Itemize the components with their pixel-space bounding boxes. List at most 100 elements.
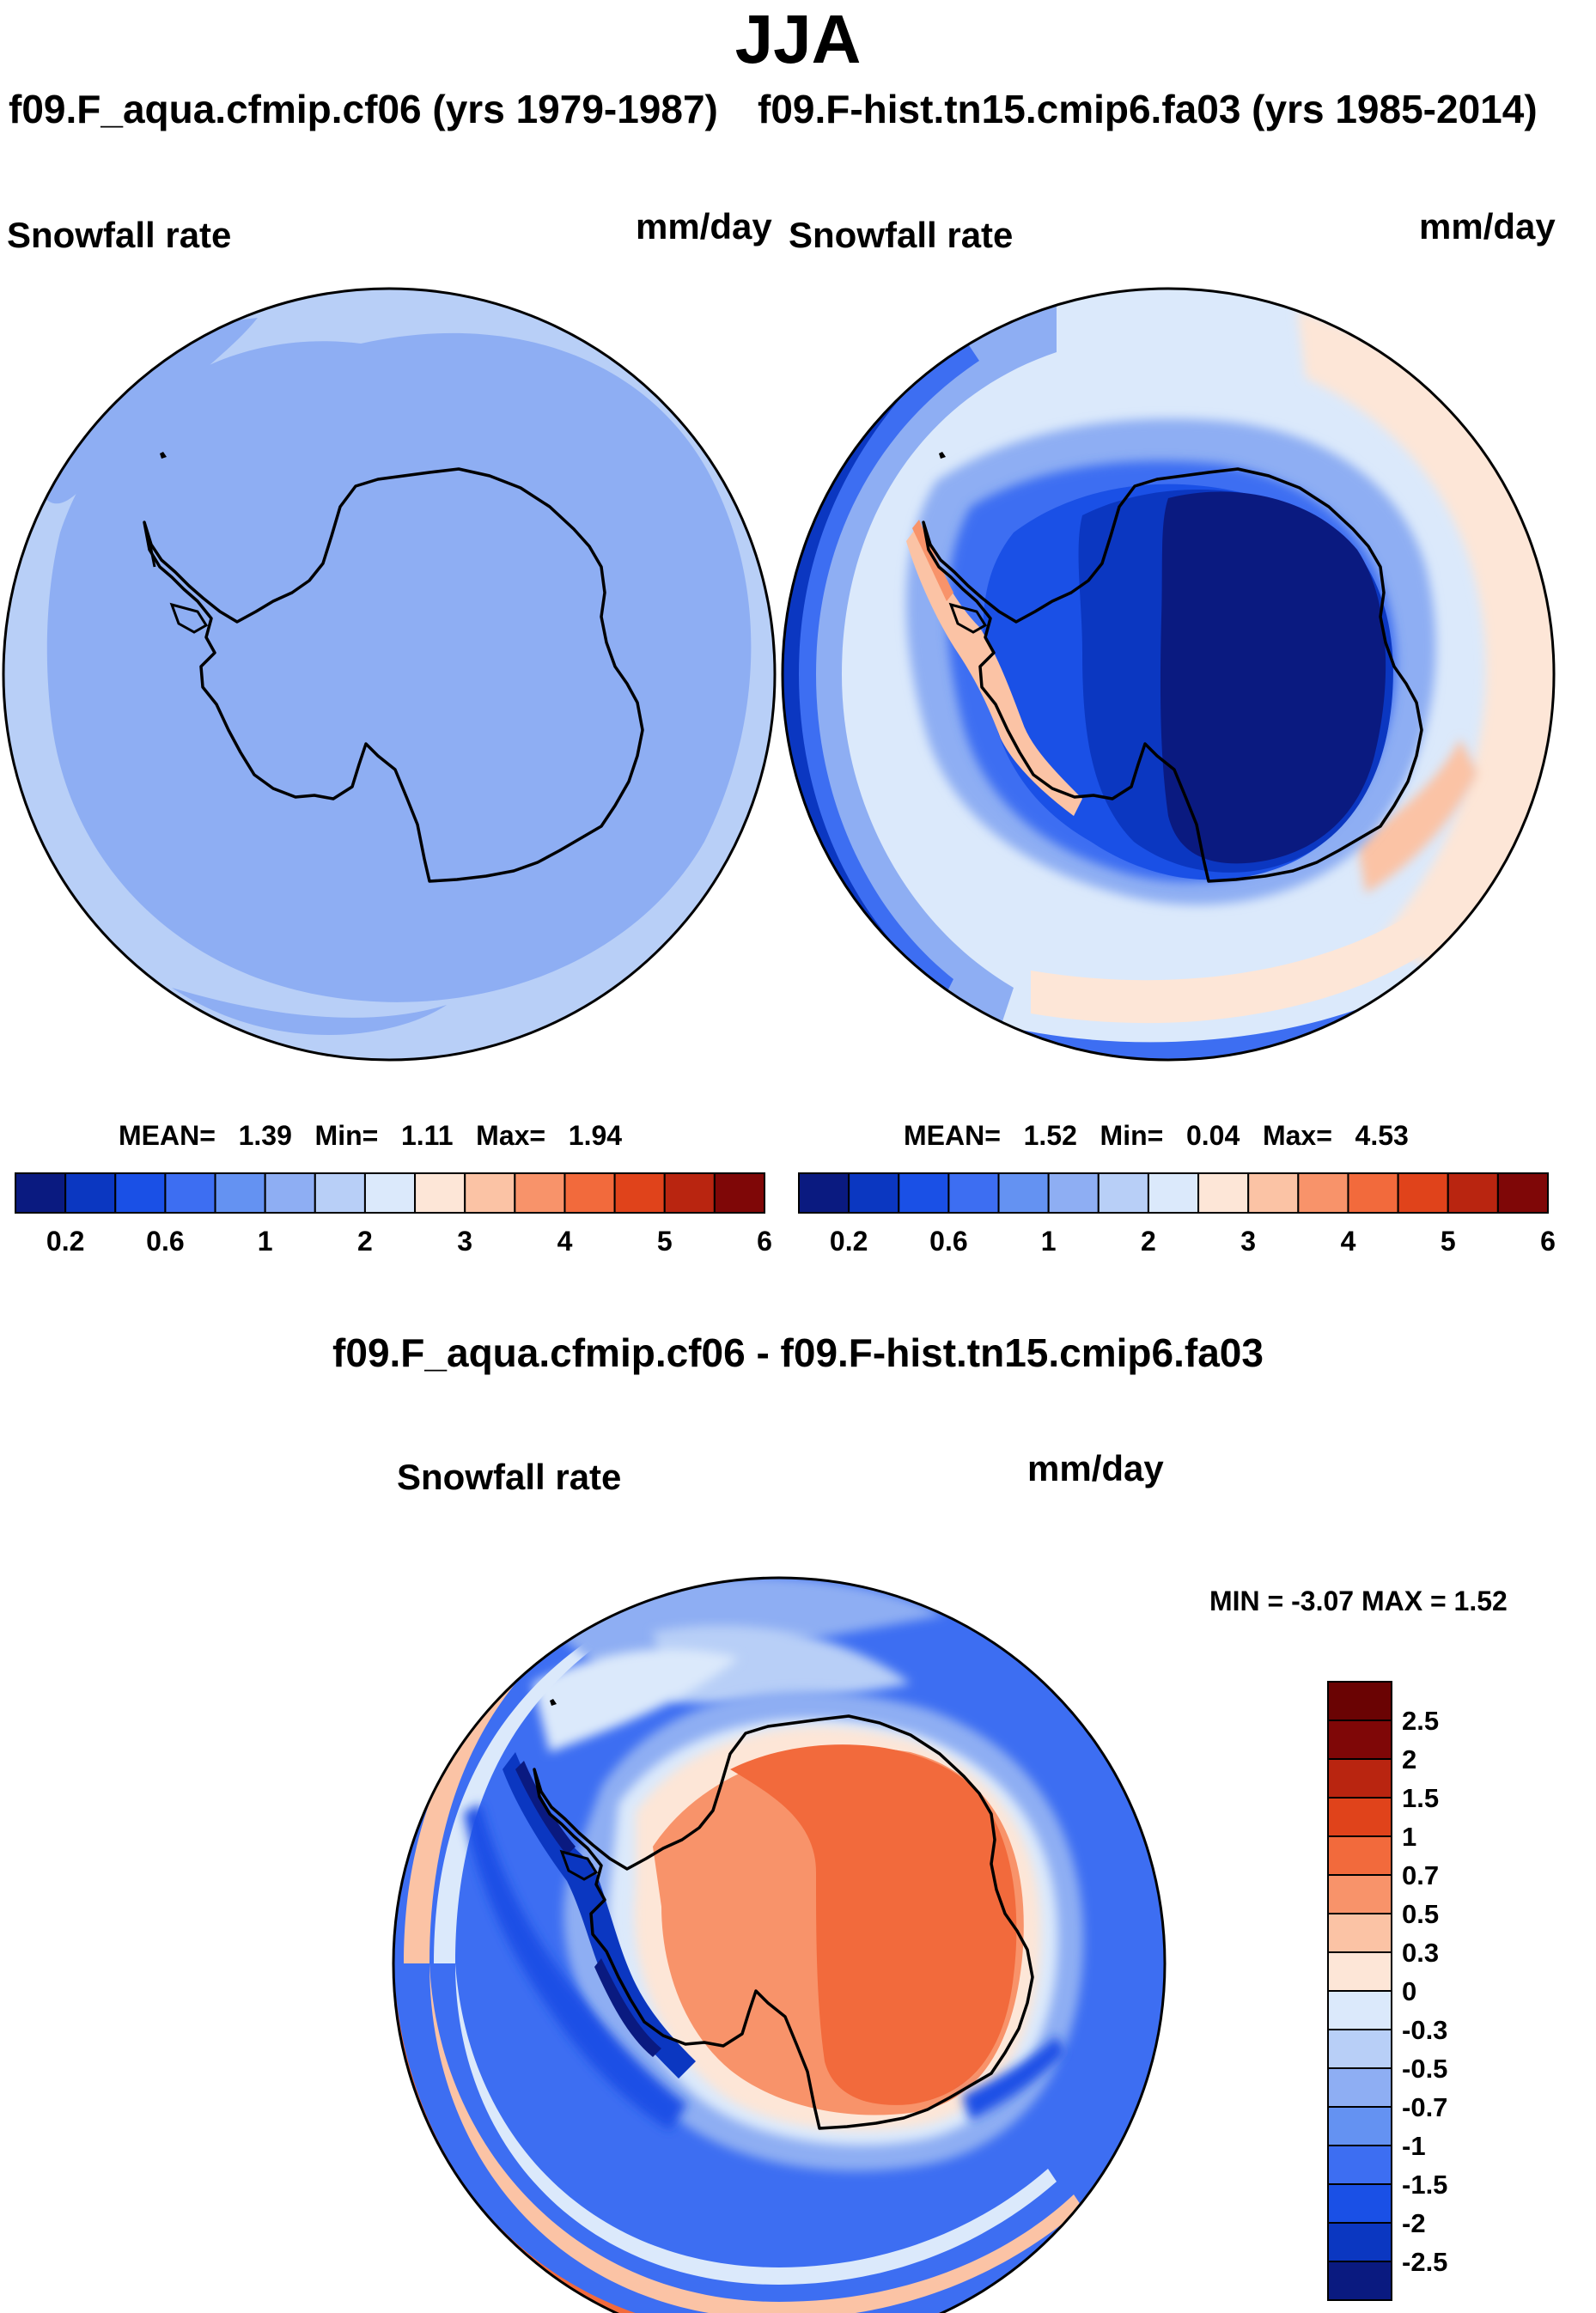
difference-colorbar-swatch <box>1327 2183 1392 2224</box>
right-colorbar-swatch <box>848 1172 900 1214</box>
difference-colorbar-tick-label: -0.5 <box>1402 2054 1447 2084</box>
difference-colorbar-tick-label: -1.5 <box>1402 2170 1447 2200</box>
right-colorbar-tick-label: 0.6 <box>929 1226 967 1257</box>
right-colorbar-tick-label: 1 <box>1041 1226 1057 1257</box>
right-mean-label: MEAN= <box>904 1120 1001 1151</box>
difference-title: f09.F_aqua.cfmip.cf06 - f09.F-hist.tn15.… <box>332 1330 1264 1375</box>
right-colorbar-swatch <box>997 1172 1050 1214</box>
right-colorbar-swatch <box>798 1172 850 1214</box>
left-field-patch <box>26 318 258 504</box>
right-colorbar-tick-label: 5 <box>1441 1226 1456 1257</box>
difference-minmax: MIN = -3.07 MAX = 1.52 <box>1209 1586 1508 1616</box>
left-variable-label: Snowfall rate <box>7 215 232 255</box>
left-stats: MEAN= 1.39 Min= 1.11 Max= 1.94 <box>119 1120 622 1152</box>
left-colorbar-swatch <box>314 1172 366 1214</box>
right-colorbar: 0.2 0.6 1 2 3 4 5 6 <box>798 1172 1556 1257</box>
right-stats: MEAN= 1.52 Min= 0.04 Max= 4.53 <box>904 1120 1409 1152</box>
left-colorbar-swatch <box>713 1172 765 1214</box>
left-colorbar-tick-label: 3 <box>457 1226 472 1257</box>
difference-colorbar-swatch <box>1327 2261 1392 2301</box>
difference-colorbar-swatch <box>1327 1835 1392 1876</box>
difference-colorbar-swatch <box>1327 2067 1392 2108</box>
right-colorbar-swatch <box>898 1172 950 1214</box>
left-colorbar-swatch <box>414 1172 466 1214</box>
right-colorbar-swatch <box>1496 1172 1550 1214</box>
right-colorbar-swatch <box>1097 1172 1149 1214</box>
right-colorbar-swatch <box>1247 1172 1300 1214</box>
left-colorbar: 0.2 0.6 1 2 3 4 5 6 <box>15 1172 772 1257</box>
left-colorbar-swatch <box>563 1172 616 1214</box>
difference-colorbar-swatch <box>1327 1913 1392 1953</box>
difference-colorbar-swatch <box>1327 2222 1392 2262</box>
right-case-title: f09.F-hist.tn15.cmip6.fa03 (yrs 1985-201… <box>758 87 1538 131</box>
difference-colorbar-tick-label: 0.7 <box>1402 1860 1439 1890</box>
right-colorbar-swatch <box>1197 1172 1250 1214</box>
left-field-main <box>46 332 752 1002</box>
difference-colorbar-tick-label: 0.5 <box>1402 1899 1439 1929</box>
left-colorbar-tick-label: 0.6 <box>146 1226 184 1257</box>
right-max-label: Max= <box>1262 1120 1332 1151</box>
right-min-value: 0.04 <box>1185 1120 1240 1151</box>
left-colorbar-tick-label: 6 <box>757 1226 772 1257</box>
left-antarctica-coastline <box>143 467 644 883</box>
right-colorbar-swatch <box>947 1172 1000 1214</box>
left-mean-label: MEAN= <box>119 1120 216 1151</box>
difference-colorbar-tick-label: 1 <box>1402 1822 1416 1852</box>
difference-colorbar-swatch <box>1327 2029 1392 2069</box>
left-min-value: 1.11 <box>400 1120 454 1151</box>
difference-colorbar-tick-label: -0.7 <box>1402 2092 1447 2122</box>
difference-map <box>392 1576 1167 2313</box>
left-min-label: Min= <box>314 1120 379 1151</box>
difference-colorbar-tick-label: -2 <box>1402 2208 1426 2238</box>
left-colorbar-swatch <box>514 1172 566 1214</box>
right-colorbar-swatch <box>1347 1172 1399 1214</box>
left-units-label: mm/day <box>636 206 772 247</box>
left-colorbar-swatch <box>363 1172 417 1214</box>
difference-colorbar-swatch <box>1327 2106 1392 2146</box>
left-map <box>2 287 777 1062</box>
left-colorbar-tick-label: 0.2 <box>46 1226 84 1257</box>
left-colorbar-swatch <box>114 1172 167 1214</box>
left-max-value: 1.94 <box>568 1120 623 1151</box>
difference-colorbar-tick-label: 1.5 <box>1402 1783 1439 1813</box>
left-colorbar-swatch <box>15 1172 67 1214</box>
left-mean-value: 1.39 <box>238 1120 292 1151</box>
left-colorbar-swatch <box>264 1172 316 1214</box>
right-min-label: Min= <box>1100 1120 1164 1151</box>
right-mean-value: 1.52 <box>1023 1120 1077 1151</box>
main-title: JJA <box>734 1 862 77</box>
difference-antarctica-coastline <box>533 1714 1034 2130</box>
difference-colorbar-tick-label: 2.5 <box>1402 1706 1439 1736</box>
difference-colorbar: -2.5 -2 -1.5 -1 -0.7 -0.5 -0.3 0 0.3 0.5 0.7 1 1.5 2 2… <box>1327 1681 1447 2301</box>
left-colorbar-swatch <box>164 1172 216 1214</box>
right-colorbar-tick-label: 2 <box>1141 1226 1156 1257</box>
difference-colorbar-tick-label: 0 <box>1402 1976 1416 2006</box>
difference-colorbar-swatch <box>1327 1990 1392 2030</box>
left-case-title: f09.F_aqua.cfmip.cf06 (yrs 1979-1987) <box>9 87 718 131</box>
left-max-label: Max= <box>476 1120 546 1151</box>
right-colorbar-swatch <box>1447 1172 1499 1214</box>
right-colorbar-tick-label: 3 <box>1240 1226 1256 1257</box>
left-colorbar-swatch <box>464 1172 516 1214</box>
difference-colorbar-tick-label: 2 <box>1402 1744 1416 1774</box>
difference-colorbar-swatch <box>1327 1874 1392 1914</box>
difference-colorbar-swatch <box>1327 1797 1392 1837</box>
difference-variable-label: Snowfall rate <box>397 1457 622 1497</box>
right-map <box>781 287 1556 1062</box>
difference-colorbar-tick-label: -1 <box>1402 2131 1426 2161</box>
left-colorbar-swatch <box>64 1172 117 1214</box>
difference-colorbar-swatch <box>1327 2145 1392 2185</box>
difference-colorbar-tick-label: -2.5 <box>1402 2247 1447 2277</box>
right-colorbar-tick-label: 0.2 <box>830 1226 868 1257</box>
right-colorbar-swatch <box>1297 1172 1349 1214</box>
right-colorbar-tick-label: 4 <box>1341 1226 1356 1257</box>
left-colorbar-swatch <box>663 1172 716 1214</box>
difference-colorbar-swatch <box>1327 1951 1392 1992</box>
right-colorbar-tick-label: 6 <box>1540 1226 1556 1257</box>
right-units-label: mm/day <box>1419 206 1556 247</box>
difference-colorbar-tick-label: -0.3 <box>1402 2015 1447 2045</box>
difference-colorbar-swatch <box>1327 1758 1392 1799</box>
left-colorbar-tick-label: 2 <box>357 1226 373 1257</box>
left-colorbar-swatch <box>613 1172 666 1214</box>
